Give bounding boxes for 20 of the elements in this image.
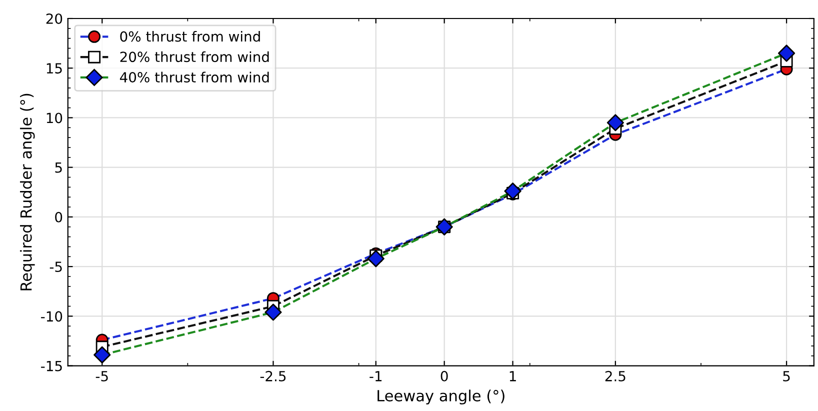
y-tick-label: 10 <box>46 112 62 124</box>
x-axis-title: Leeway angle (°) <box>378 390 504 404</box>
legend-label: 0% thrust from wind <box>120 30 260 42</box>
x-tick-label: -2.5 <box>260 370 286 382</box>
y-tick-label: 0 <box>55 212 62 222</box>
y-tick-label: 20 <box>46 13 62 24</box>
y-tick-label: -5 <box>50 262 62 272</box>
x-tick-label: 0 <box>440 370 448 382</box>
x-tick-label: 1 <box>510 371 516 382</box>
x-tick-label: -5 <box>96 371 108 382</box>
legend-label: 40% thrust from wind <box>120 72 269 83</box>
x-tick-label: -1 <box>370 371 382 382</box>
y-axis-title: Required Rudder angle (°) <box>20 94 35 290</box>
y-tick-label: 5 <box>55 162 62 173</box>
y-tick-label: -10 <box>41 311 62 322</box>
x-tick-label: 2.5 <box>605 370 626 382</box>
y-tick-label: 15 <box>46 63 62 74</box>
legend-label: 20% thrust from wind <box>120 51 269 62</box>
y-tick-label: -15 <box>41 360 62 372</box>
x-tick-label: 5 <box>783 371 790 382</box>
